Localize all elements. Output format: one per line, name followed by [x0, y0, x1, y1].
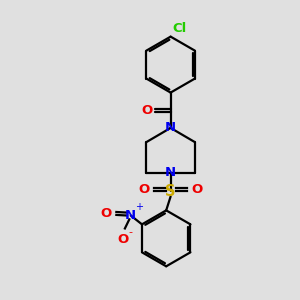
Text: S: S [165, 184, 176, 199]
Text: O: O [141, 104, 152, 117]
Text: N: N [165, 167, 176, 179]
Text: N: N [125, 209, 136, 222]
Text: O: O [118, 233, 129, 246]
Text: N: N [165, 122, 176, 134]
Text: O: O [101, 207, 112, 220]
Text: O: O [191, 183, 202, 196]
Text: -: - [128, 228, 132, 238]
Text: +: + [135, 202, 143, 212]
Text: Cl: Cl [173, 22, 187, 35]
Text: O: O [139, 183, 150, 196]
